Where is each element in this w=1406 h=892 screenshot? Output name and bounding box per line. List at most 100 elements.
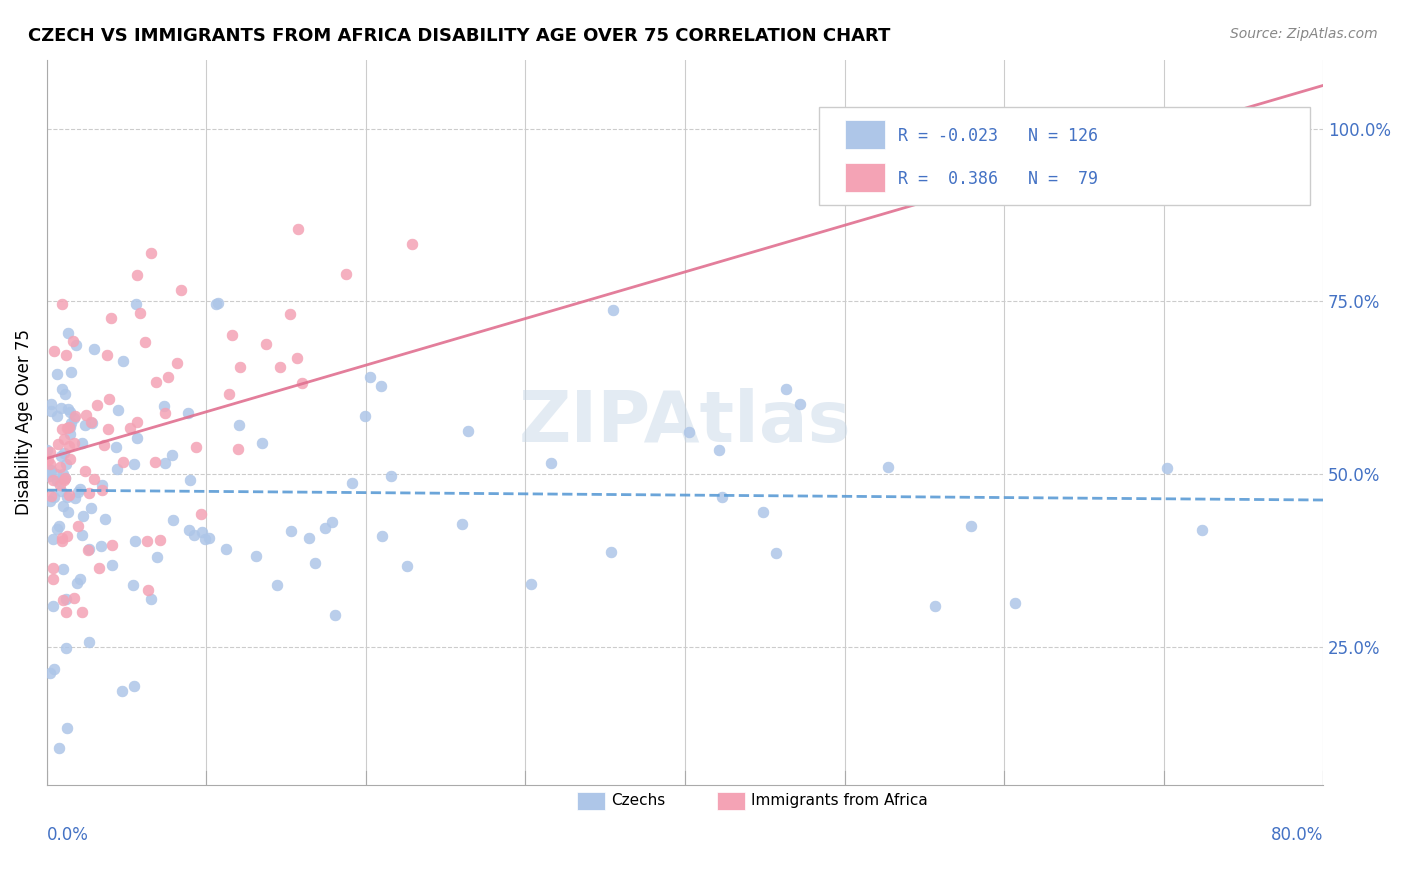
Point bbox=[37, 465, 59, 479]
Text: Immigrants from Africa: Immigrants from Africa bbox=[751, 794, 928, 808]
Point bbox=[58, 420, 80, 434]
Point bbox=[1191, 523, 1213, 537]
Point bbox=[280, 524, 302, 539]
Point bbox=[67, 485, 90, 500]
Point bbox=[191, 525, 214, 540]
Point bbox=[52, 446, 75, 460]
Point bbox=[122, 457, 145, 471]
Point bbox=[370, 378, 392, 392]
Point bbox=[53, 474, 76, 488]
Point bbox=[215, 541, 238, 556]
Point bbox=[101, 558, 124, 572]
Point bbox=[602, 303, 624, 318]
Point bbox=[52, 593, 75, 607]
Point bbox=[59, 420, 82, 434]
Point bbox=[55, 591, 77, 606]
Point bbox=[48, 519, 70, 533]
Point bbox=[94, 512, 117, 526]
Point bbox=[42, 561, 65, 575]
Point bbox=[124, 533, 146, 548]
Point bbox=[86, 398, 108, 412]
Point bbox=[59, 427, 82, 442]
Point bbox=[789, 397, 811, 411]
Point bbox=[269, 359, 291, 374]
Point bbox=[51, 382, 73, 396]
Point bbox=[55, 721, 77, 735]
Point bbox=[134, 334, 156, 349]
Point bbox=[51, 450, 73, 464]
Point bbox=[170, 283, 193, 297]
Point bbox=[56, 490, 79, 504]
Text: 80.0%: 80.0% bbox=[1271, 826, 1323, 844]
Point bbox=[380, 469, 402, 483]
Point bbox=[45, 367, 67, 381]
Point bbox=[49, 483, 72, 498]
Point bbox=[127, 432, 149, 446]
Point bbox=[38, 445, 60, 459]
Point bbox=[371, 529, 394, 543]
Point bbox=[105, 440, 128, 454]
Point bbox=[77, 635, 100, 649]
Point bbox=[97, 392, 120, 406]
Point bbox=[44, 490, 66, 504]
Point bbox=[153, 399, 176, 413]
Point bbox=[53, 470, 76, 484]
Point bbox=[146, 550, 169, 565]
Point bbox=[228, 417, 250, 432]
Point bbox=[450, 516, 472, 531]
Point bbox=[1025, 108, 1047, 122]
Point bbox=[51, 533, 73, 548]
Point bbox=[118, 421, 141, 435]
Point bbox=[60, 365, 83, 379]
Point bbox=[252, 436, 274, 450]
Point bbox=[285, 351, 308, 366]
Point bbox=[111, 684, 134, 698]
Point bbox=[125, 297, 148, 311]
Point bbox=[42, 599, 65, 613]
FancyBboxPatch shape bbox=[820, 107, 1310, 204]
Point bbox=[121, 578, 143, 592]
Point bbox=[184, 441, 207, 455]
Point bbox=[141, 246, 163, 260]
Point bbox=[53, 471, 76, 485]
Point bbox=[87, 560, 110, 574]
Point bbox=[129, 306, 152, 320]
Point bbox=[156, 369, 179, 384]
Point bbox=[58, 439, 80, 453]
Point bbox=[540, 456, 562, 470]
Point bbox=[45, 467, 67, 481]
Point bbox=[79, 541, 101, 556]
Point bbox=[775, 382, 797, 396]
Point bbox=[37, 453, 59, 467]
Point bbox=[287, 222, 309, 236]
Point bbox=[298, 531, 321, 545]
Bar bbox=[576, 792, 605, 810]
Point bbox=[46, 436, 69, 450]
Point bbox=[221, 328, 243, 343]
Point bbox=[194, 533, 217, 547]
Text: ZIPAtlas: ZIPAtlas bbox=[519, 388, 851, 457]
Point bbox=[39, 665, 62, 680]
Point bbox=[49, 477, 72, 491]
Point bbox=[138, 582, 160, 597]
Point bbox=[66, 575, 89, 590]
Point bbox=[53, 387, 76, 401]
Point bbox=[55, 640, 77, 655]
Point bbox=[59, 405, 82, 419]
Point bbox=[323, 608, 346, 623]
Point bbox=[96, 348, 118, 362]
Point bbox=[139, 592, 162, 607]
Point bbox=[107, 402, 129, 417]
Point bbox=[37, 443, 59, 458]
Point bbox=[69, 483, 91, 497]
Point bbox=[39, 404, 62, 418]
Point bbox=[38, 469, 60, 483]
Point bbox=[58, 488, 80, 502]
Point bbox=[51, 422, 73, 436]
Point bbox=[125, 268, 148, 282]
Text: R =  0.386   N =  79: R = 0.386 N = 79 bbox=[898, 170, 1098, 188]
Point bbox=[80, 416, 103, 430]
Point bbox=[153, 406, 176, 420]
Point bbox=[60, 417, 83, 431]
Point bbox=[395, 558, 418, 573]
